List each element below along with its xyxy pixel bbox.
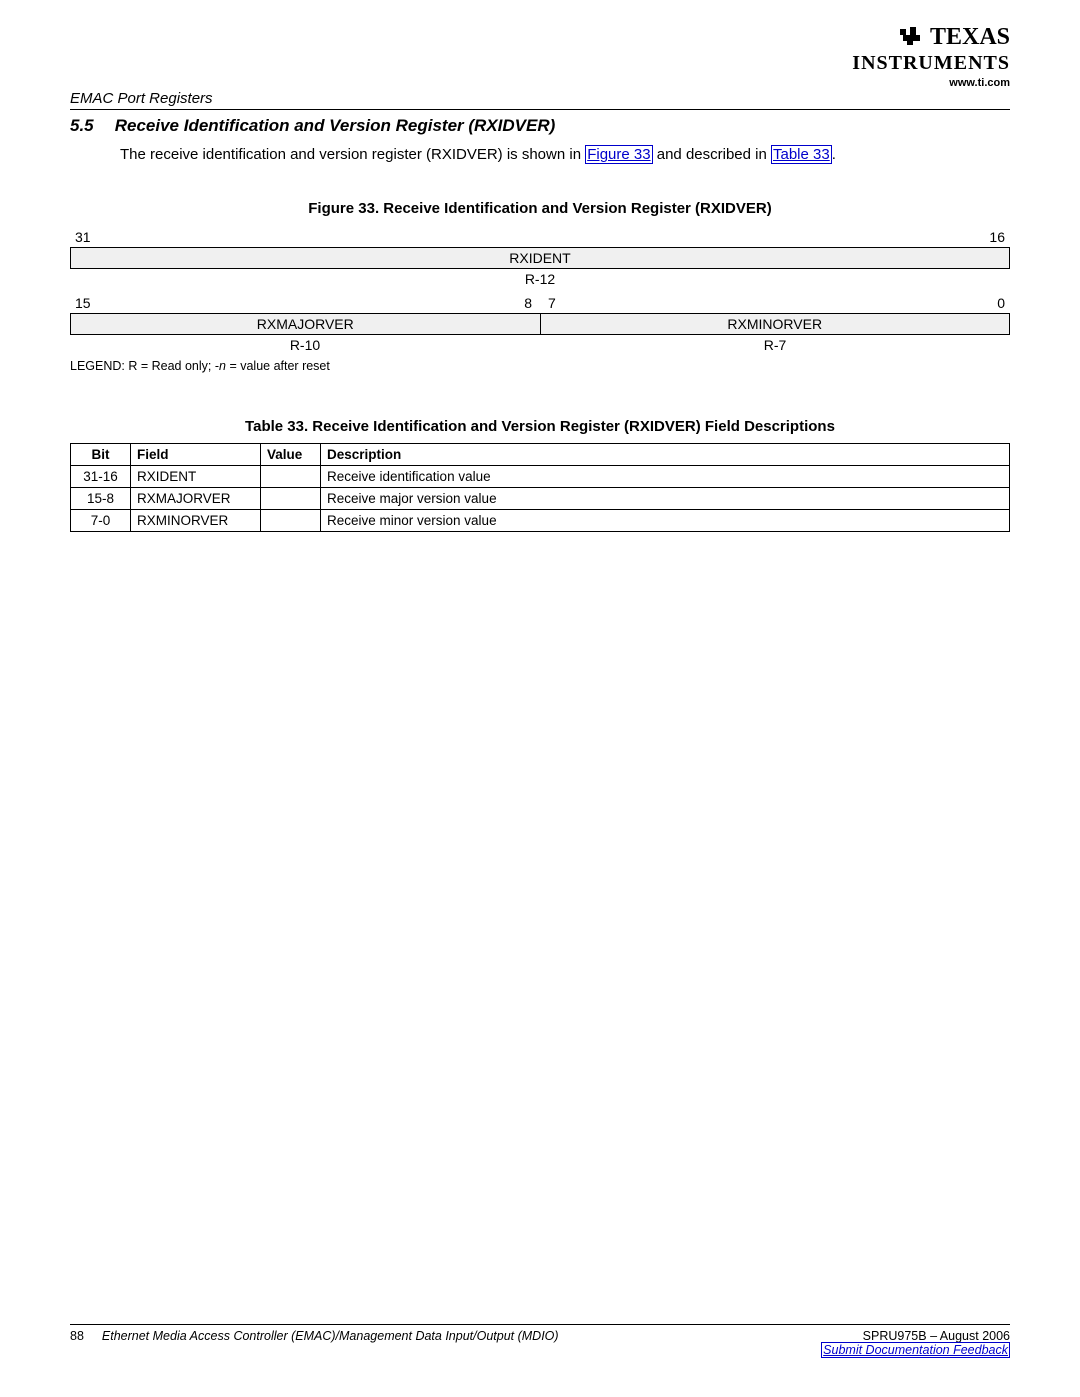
- bit-16: 16: [540, 229, 1005, 245]
- legend: LEGEND: R = Read only; -n = value after …: [70, 359, 1010, 373]
- th-value: Value: [261, 444, 321, 466]
- breadcrumb: EMAC Port Registers: [70, 90, 1010, 110]
- bit-7: 7: [540, 295, 777, 311]
- body-text-2: and described in: [653, 146, 771, 163]
- td-field: RXMINORVER: [131, 510, 261, 532]
- footer: 88 Ethernet Media Access Controller (EMA…: [70, 1324, 1010, 1357]
- body-text-1: The receive identification and version r…: [120, 146, 585, 163]
- logo-texas: TEXAS: [930, 24, 1010, 50]
- td-field: RXIDENT: [131, 466, 261, 488]
- logo-url: www.ti.com: [852, 77, 1010, 89]
- field-rxident: RXIDENT: [70, 247, 1010, 269]
- legend-suffix: = value after reset: [226, 359, 330, 373]
- bit-15: 15: [75, 295, 304, 311]
- reset-r7: R-7: [540, 335, 1010, 355]
- td-description: Receive minor version value: [321, 510, 1010, 532]
- td-bit: 31-16: [71, 466, 131, 488]
- table-row: 15-8 RXMAJORVER Receive major version va…: [71, 488, 1010, 510]
- reset-r12: R-12: [70, 269, 1010, 289]
- section-number: 5.5: [70, 116, 110, 136]
- ti-logo-icon: [898, 25, 924, 52]
- th-description: Description: [321, 444, 1010, 466]
- field-row-2: RXMAJORVER RXMINORVER: [70, 313, 1010, 335]
- legend-n: n: [219, 359, 226, 373]
- figure-title: Figure 33. Receive Identification and Ve…: [70, 200, 1010, 217]
- page-number: 88: [70, 1329, 84, 1357]
- th-field: Field: [131, 444, 261, 466]
- table-row: 31-16 RXIDENT Receive identification val…: [71, 466, 1010, 488]
- register-diagram: 31 16 RXIDENT R-12 15 8 7 0 RXMAJORVER R…: [70, 229, 1010, 355]
- td-bit: 15-8: [71, 488, 131, 510]
- td-value: [261, 466, 321, 488]
- td-description: Receive major version value: [321, 488, 1010, 510]
- bit-31: 31: [75, 229, 540, 245]
- td-field: RXMAJORVER: [131, 488, 261, 510]
- th-bit: Bit: [71, 444, 131, 466]
- bit-row-1: 31 16: [70, 229, 1010, 245]
- feedback-link[interactable]: Submit Documentation Feedback: [821, 1342, 1010, 1358]
- table-title: Table 33. Receive Identification and Ver…: [70, 418, 1010, 435]
- table-link[interactable]: Table 33: [771, 145, 832, 164]
- section-title-text: Receive Identification and Version Regis…: [115, 116, 556, 135]
- legend-prefix: LEGEND: R = Read only; -: [70, 359, 219, 373]
- field-rxminorver: RXMINORVER: [541, 313, 1011, 335]
- field-description-table: Bit Field Value Description 31-16 RXIDEN…: [70, 443, 1010, 532]
- footer-right: SPRU975B – August 2006 Submit Documentat…: [821, 1329, 1010, 1357]
- section-title: 5.5 Receive Identification and Version R…: [70, 116, 1010, 136]
- footer-doc-id: SPRU975B – August 2006: [821, 1329, 1010, 1343]
- reset-row-2: R-10 R-7: [70, 335, 1010, 355]
- td-value: [261, 510, 321, 532]
- table-header-row: Bit Field Value Description: [71, 444, 1010, 466]
- td-value: [261, 488, 321, 510]
- logo-row: TEXAS: [852, 25, 1010, 52]
- footer-doc-title: Ethernet Media Access Controller (EMAC)/…: [102, 1329, 559, 1357]
- footer-left: 88 Ethernet Media Access Controller (EMA…: [70, 1329, 559, 1357]
- reset-r10: R-10: [70, 335, 540, 355]
- bit-8: 8: [304, 295, 541, 311]
- bit-0: 0: [777, 295, 1006, 311]
- body-text-3: .: [832, 146, 836, 163]
- table-row: 7-0 RXMINORVER Receive minor version val…: [71, 510, 1010, 532]
- bit-row-2: 15 8 7 0: [70, 295, 1010, 311]
- logo-instruments: INSTRUMENTS: [852, 52, 1010, 75]
- figure-link[interactable]: Figure 33: [585, 145, 652, 164]
- logo-block: TEXAS INSTRUMENTS www.ti.com: [852, 25, 1010, 89]
- td-bit: 7-0: [71, 510, 131, 532]
- td-description: Receive identification value: [321, 466, 1010, 488]
- field-rxmajorver: RXMAJORVER: [70, 313, 541, 335]
- body-paragraph: The receive identification and version r…: [120, 144, 1010, 165]
